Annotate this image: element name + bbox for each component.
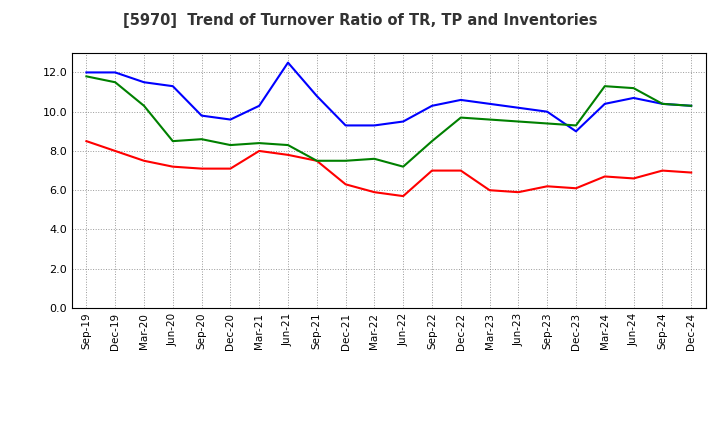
Trade Receivables xyxy=(687,170,696,175)
Inventories xyxy=(658,101,667,106)
Trade Receivables xyxy=(111,148,120,154)
Trade Receivables xyxy=(629,176,638,181)
Trade Receivables xyxy=(456,168,465,173)
Trade Payables xyxy=(255,103,264,108)
Trade Payables xyxy=(82,70,91,75)
Trade Payables xyxy=(226,117,235,122)
Trade Payables xyxy=(312,93,321,99)
Trade Payables xyxy=(168,84,177,89)
Trade Payables xyxy=(284,60,292,65)
Trade Receivables xyxy=(312,158,321,163)
Inventories xyxy=(168,139,177,144)
Trade Receivables xyxy=(341,182,350,187)
Inventories xyxy=(370,156,379,161)
Inventories xyxy=(687,103,696,108)
Trade Receivables xyxy=(284,152,292,158)
Inventories xyxy=(456,115,465,120)
Inventories xyxy=(600,84,609,89)
Inventories xyxy=(284,143,292,148)
Inventories xyxy=(197,136,206,142)
Trade Payables xyxy=(399,119,408,124)
Inventories xyxy=(572,123,580,128)
Trade Payables xyxy=(658,101,667,106)
Trade Receivables xyxy=(485,187,494,193)
Trade Payables xyxy=(197,113,206,118)
Trade Payables xyxy=(111,70,120,75)
Inventories xyxy=(111,80,120,85)
Trade Payables xyxy=(140,80,148,85)
Trade Receivables xyxy=(399,194,408,199)
Inventories xyxy=(485,117,494,122)
Trade Receivables xyxy=(255,148,264,154)
Trade Payables xyxy=(572,128,580,134)
Trade Payables xyxy=(370,123,379,128)
Inventories xyxy=(399,164,408,169)
Trade Receivables xyxy=(140,158,148,163)
Trade Payables xyxy=(514,105,523,110)
Inventories xyxy=(82,74,91,79)
Trade Receivables xyxy=(197,166,206,171)
Trade Payables xyxy=(456,97,465,103)
Inventories xyxy=(514,119,523,124)
Trade Receivables xyxy=(370,190,379,195)
Trade Payables xyxy=(485,101,494,106)
Trade Payables xyxy=(600,101,609,106)
Trade Receivables xyxy=(572,186,580,191)
Trade Payables xyxy=(543,109,552,114)
Trade Receivables xyxy=(428,168,436,173)
Trade Receivables xyxy=(658,168,667,173)
Trade Payables xyxy=(629,95,638,101)
Line: Inventories: Inventories xyxy=(86,77,691,167)
Trade Payables xyxy=(687,103,696,108)
Line: Trade Payables: Trade Payables xyxy=(86,62,691,131)
Trade Receivables xyxy=(543,183,552,189)
Trade Receivables xyxy=(168,164,177,169)
Trade Receivables xyxy=(514,190,523,195)
Inventories xyxy=(255,140,264,146)
Line: Trade Receivables: Trade Receivables xyxy=(86,141,691,196)
Trade Payables xyxy=(428,103,436,108)
Inventories xyxy=(312,158,321,163)
Inventories xyxy=(140,103,148,108)
Inventories xyxy=(226,143,235,148)
Inventories xyxy=(428,139,436,144)
Inventories xyxy=(629,85,638,91)
Trade Receivables xyxy=(82,139,91,144)
Trade Receivables xyxy=(226,166,235,171)
Inventories xyxy=(543,121,552,126)
Inventories xyxy=(341,158,350,163)
Trade Receivables xyxy=(600,174,609,179)
Trade Payables xyxy=(341,123,350,128)
Text: [5970]  Trend of Turnover Ratio of TR, TP and Inventories: [5970] Trend of Turnover Ratio of TR, TP… xyxy=(122,13,598,28)
